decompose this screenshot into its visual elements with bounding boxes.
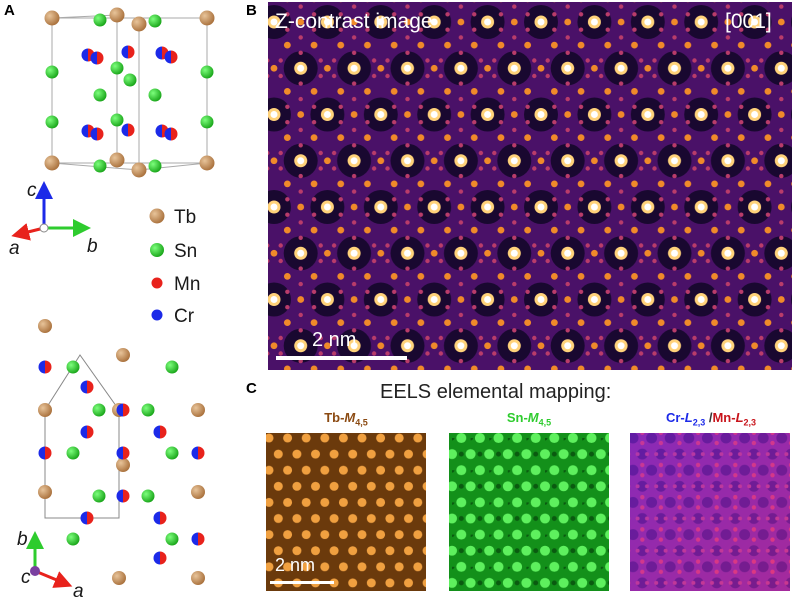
element-legend: Tb Sn Mn Cr [149,207,200,327]
panel-label-b: B [246,2,257,19]
stem-z-contrast-image [268,2,792,370]
legend-label-sn: Sn [174,241,197,262]
legend-marker-tb [149,208,165,224]
sn-edge-sub: 4,5 [538,417,552,428]
axes-triad-top: c a b [9,180,98,259]
scale-bar-label: 2 nm [312,329,357,351]
eels-scale-bar-label: 2 nm [275,555,316,575]
mn-edge-sub: 2,3 [743,417,757,428]
eels-scale-bar [270,581,334,584]
panel-label-c: C [246,380,257,397]
legend-marker-mn [151,277,163,289]
cr-mn-map-label: Cr-L2,3 /Mn-L2,3 [622,410,800,428]
legend-marker-cr [151,309,163,321]
axis-label-a-bottom: a [73,581,84,600]
cr-edge-sub: 2,3 [692,417,706,428]
sn-element: Sn- [506,410,528,425]
cr-edge: L [684,410,693,425]
cr-element: Cr- [665,410,685,425]
crystal-structure-figure: c a b Tb Sn Mn Cr [9,7,215,600]
tb-eels-map [266,433,426,591]
unit-cell-top-view [38,319,205,585]
sn-edge: M [527,410,539,425]
legend-label-mn: Mn [174,274,200,295]
mn-edge: L [735,410,744,425]
cr-mn-eels-map [630,433,790,591]
sn-map-label: Sn-M4,5 [449,410,609,428]
stem-image-title: Z-contrast image [275,10,433,33]
legend-label-tb: Tb [174,207,196,228]
axis-label-b-bottom: b [17,529,28,550]
eels-section-title: EELS elemental mapping: [380,381,612,403]
mn-cr-sites-top-view [38,360,205,565]
axes-triad-bottom: b c a [17,529,84,600]
axis-label-b-top: b [87,236,98,257]
zone-axis-label: [001] [725,10,772,33]
mn-cr-sites-side-view [81,45,178,141]
tb-edge: M [344,410,356,425]
panel-label-a: A [4,2,15,19]
scale-bar [276,356,407,360]
tb-map-label: Tb-M4,5 [266,410,426,428]
sn-eels-map [449,433,609,591]
legend-label-cr: Cr [174,306,195,327]
unit-cell-side-view [44,7,215,178]
axis-label-c-top: c [27,180,37,201]
axis-label-c-bottom: c [21,567,31,588]
tb-edge-sub: 4,5 [355,417,368,428]
legend-marker-sn [150,243,164,257]
cr-mn-separator: / [708,410,713,425]
tb-element: Tb- [324,410,345,425]
mn-element: Mn- [712,410,736,425]
axis-label-a-top: a [9,238,20,259]
